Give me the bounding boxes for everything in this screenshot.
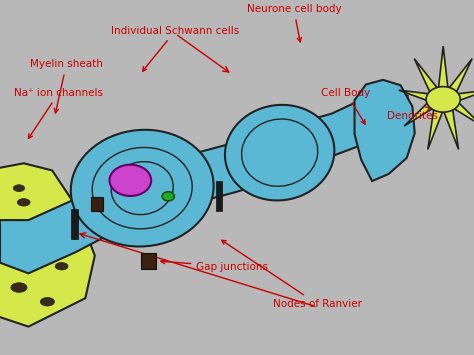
Text: Neurone cell body: Neurone cell body (246, 4, 341, 42)
Polygon shape (0, 163, 95, 327)
Polygon shape (438, 46, 448, 89)
Text: Dendrites: Dendrites (387, 107, 438, 121)
Ellipse shape (36, 248, 50, 256)
Polygon shape (355, 80, 415, 181)
Polygon shape (404, 101, 434, 126)
Ellipse shape (426, 87, 460, 112)
Ellipse shape (71, 130, 214, 246)
Ellipse shape (55, 262, 68, 270)
Ellipse shape (109, 165, 151, 196)
Ellipse shape (3, 241, 16, 248)
Polygon shape (456, 90, 474, 101)
Text: Cell Body: Cell Body (321, 88, 371, 124)
Polygon shape (216, 181, 222, 211)
Text: Individual Schwann cells: Individual Schwann cells (111, 26, 239, 71)
Polygon shape (452, 101, 474, 126)
Text: Myelin sheath: Myelin sheath (30, 59, 103, 113)
Polygon shape (414, 59, 438, 94)
Bar (91, 197, 103, 211)
Ellipse shape (162, 192, 174, 201)
Text: Na⁺ ion channels: Na⁺ ion channels (14, 88, 103, 138)
Polygon shape (399, 90, 431, 101)
Ellipse shape (225, 105, 334, 201)
Bar (141, 253, 156, 269)
Polygon shape (428, 108, 443, 149)
Ellipse shape (11, 283, 27, 293)
Text: Nodes of Ranvier: Nodes of Ranvier (222, 240, 362, 309)
Polygon shape (448, 59, 472, 94)
Text: Gap junctions: Gap junctions (161, 260, 268, 272)
Polygon shape (443, 108, 458, 149)
Polygon shape (71, 209, 78, 239)
Ellipse shape (40, 297, 55, 306)
Ellipse shape (18, 199, 30, 206)
Polygon shape (0, 89, 408, 273)
Ellipse shape (13, 185, 25, 192)
